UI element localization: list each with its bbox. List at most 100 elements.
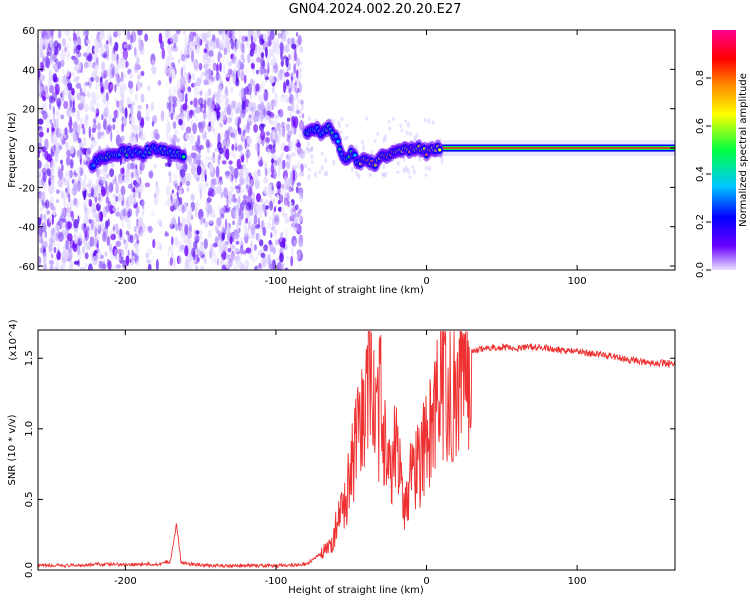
noise-speckle [293, 239, 297, 247]
noise-speckle [101, 61, 106, 72]
noise-speckle [88, 198, 93, 207]
noise-speckle [278, 166, 281, 178]
noise-speckle [121, 106, 125, 115]
noise-speckle [290, 94, 296, 105]
noise-speckle [43, 163, 50, 168]
noise-speckle [310, 154, 314, 160]
noise-speckle [61, 261, 67, 269]
noise-speckle [293, 63, 297, 75]
noise-speckle [53, 40, 59, 50]
noise-speckle [225, 58, 231, 67]
noise-speckle [259, 34, 265, 46]
noise-speckle [266, 249, 269, 254]
noise-speckle [168, 247, 172, 253]
noise-speckle [232, 46, 237, 57]
noise-speckle [428, 165, 432, 171]
noise-speckle [263, 186, 268, 195]
noise-speckle [211, 257, 217, 266]
y-tick-label: 0.5 [24, 491, 35, 507]
noise-speckle [228, 76, 231, 86]
noise-speckle [253, 31, 259, 41]
noise-speckle [48, 243, 53, 255]
noise-speckle [396, 170, 400, 174]
noise-speckle [84, 213, 88, 225]
noise-speckle [50, 159, 56, 169]
noise-speckle [104, 251, 108, 257]
noise-speckle [41, 48, 44, 58]
noise-speckle [193, 97, 198, 108]
noise-speckle [268, 48, 272, 58]
noise-speckle [240, 244, 244, 255]
noise-speckle [216, 90, 221, 99]
noise-speckle [90, 70, 96, 78]
noise-speckle [256, 232, 261, 242]
noise-speckle [51, 30, 54, 36]
noise-speckle [402, 167, 406, 174]
colorbar-label: Normalized spectral amplitude [738, 73, 749, 227]
noise-speckle [107, 124, 112, 132]
noise-speckle [164, 232, 169, 237]
noise-speckle [63, 176, 67, 183]
noise-speckle [85, 39, 91, 44]
noise-speckle [76, 36, 81, 47]
noise-speckle [191, 50, 194, 63]
noise-speckle [247, 137, 253, 145]
noise-speckle [122, 48, 129, 61]
noise-speckle [41, 222, 47, 233]
noise-speckle [266, 254, 271, 264]
noise-speckle [86, 183, 90, 188]
colorbar-tick-label: 0.4 [695, 166, 706, 182]
noise-speckle [253, 123, 258, 133]
noise-speckle [77, 103, 83, 111]
noise-speckle [171, 236, 174, 246]
noise-speckle [229, 186, 235, 193]
noise-speckle [106, 40, 109, 45]
noise-speckle [238, 30, 242, 40]
noise-speckle [67, 221, 73, 229]
noise-speckle [115, 82, 120, 88]
noise-speckle [241, 135, 247, 140]
noise-speckle [219, 256, 224, 265]
noise-speckle [259, 211, 263, 218]
noise-speckle [178, 255, 183, 265]
noise-speckle [274, 92, 278, 104]
noise-speckle [75, 75, 80, 80]
noise-speckle [177, 58, 181, 64]
noise-speckle [232, 154, 237, 159]
noise-speckle [213, 110, 216, 122]
noise-speckle [101, 74, 107, 79]
noise-speckle [236, 221, 239, 231]
noise-speckle [282, 31, 287, 42]
noise-speckle [234, 232, 240, 240]
noise-speckle [99, 211, 103, 222]
noise-speckle [262, 226, 267, 237]
noise-speckle [116, 76, 122, 84]
noise-speckle [131, 249, 134, 257]
noise-speckle [207, 88, 212, 96]
noise-speckle [57, 178, 63, 188]
noise-speckle [51, 214, 54, 226]
noise-speckle [259, 204, 264, 213]
noise-speckle [38, 167, 41, 174]
noise-speckle [301, 113, 305, 119]
noise-speckle [167, 251, 171, 256]
noise-speckle [95, 83, 98, 90]
noise-speckle [238, 169, 244, 180]
noise-speckle [129, 33, 134, 43]
noise-speckle [209, 162, 214, 174]
noise-speckle [165, 30, 171, 38]
noise-speckle [63, 100, 69, 110]
noise-speckle [94, 68, 99, 77]
noise-speckle [38, 192, 43, 203]
noise-speckle [38, 217, 42, 226]
noise-speckle [97, 94, 100, 100]
noise-speckle [293, 51, 298, 62]
noise-speckle [90, 219, 94, 231]
noise-speckle [412, 169, 416, 175]
noise-speckle [121, 94, 125, 106]
noise-speckle [178, 90, 183, 103]
noise-speckle [282, 126, 286, 138]
noise-speckle [238, 127, 242, 135]
noise-speckle [244, 86, 249, 95]
noise-speckle [112, 117, 116, 123]
